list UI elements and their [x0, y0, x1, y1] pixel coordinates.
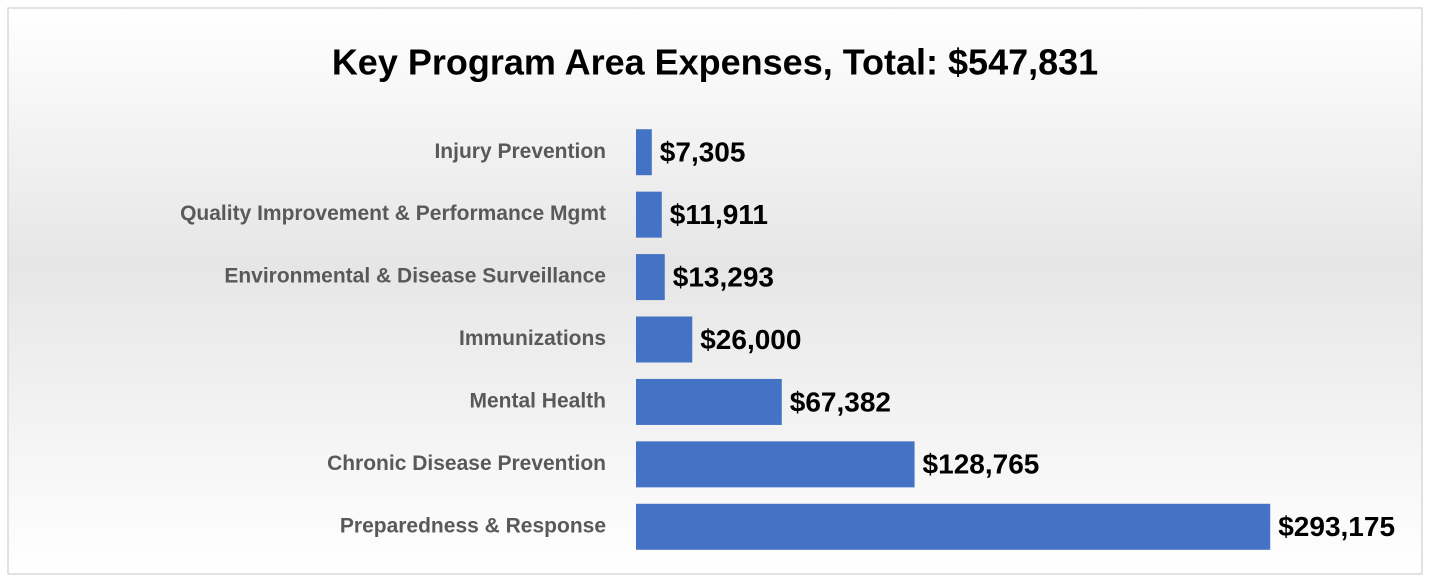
- category-label: Preparedness & Response: [340, 514, 606, 537]
- category-label: Mental Health: [469, 389, 606, 412]
- bar: [636, 129, 652, 176]
- bar: [636, 316, 693, 363]
- bar: [636, 254, 665, 301]
- value-label: $13,293: [673, 261, 774, 292]
- chart-title: Key Program Area Expenses, Total: $547,8…: [332, 42, 1098, 83]
- value-label: $128,765: [923, 449, 1040, 480]
- category-label: Environmental & Disease Surveillance: [224, 265, 606, 288]
- category-label: Injury Prevention: [434, 140, 606, 163]
- value-label: $7,305: [660, 137, 746, 168]
- value-label: $293,175: [1278, 511, 1395, 542]
- bar: [636, 441, 915, 488]
- category-label: Chronic Disease Prevention: [327, 452, 606, 475]
- value-label: $26,000: [700, 324, 801, 355]
- bar: [636, 378, 782, 425]
- category-label: Immunizations: [459, 327, 606, 350]
- bar: [636, 191, 662, 238]
- bar: [636, 503, 1271, 550]
- value-label: $11,911: [670, 199, 768, 230]
- category-label: Quality Improvement & Performance Mgmt: [180, 202, 606, 225]
- value-label: $67,382: [790, 386, 891, 417]
